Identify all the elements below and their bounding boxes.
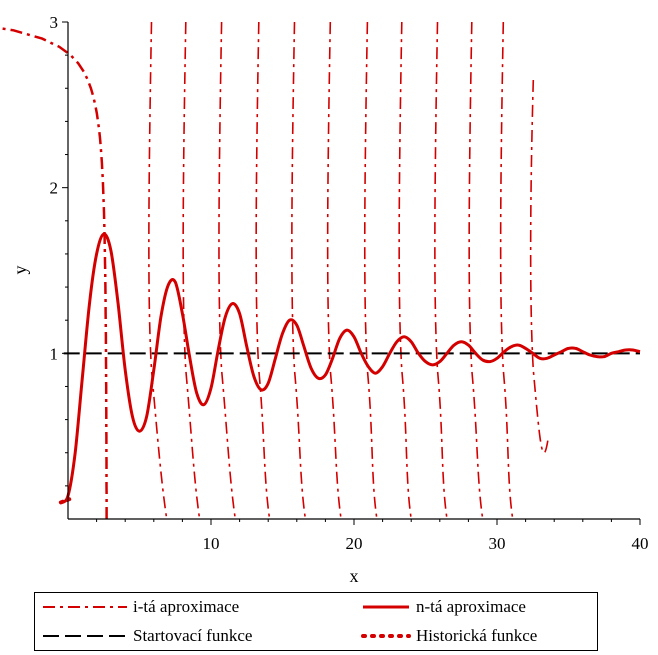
i-approximation-curve-7: [326, 21, 342, 520]
x-tick-label-30: 30: [489, 534, 506, 553]
n-approximation-line: [59, 232, 641, 504]
legend: i-tá aproximace n-tá aproximace Startova…: [34, 592, 598, 651]
y-tick-label-2: 2: [50, 179, 59, 198]
i-approximation-curve-1: [0, 26, 108, 519]
y-tick-label-1: 1: [50, 344, 59, 363]
legend-label-n-approximation: n-tá aproximace: [416, 597, 526, 616]
tick-labels: 10 20 30 40 1 2 3: [50, 13, 649, 553]
legend-label-starting-function: Startovací funkce: [133, 626, 253, 645]
i-approximation-curve-5: [255, 21, 271, 520]
starting-function-line: [58, 352, 640, 505]
i-approximation-curve-3: [182, 21, 201, 520]
x-tick-label-20: 20: [346, 534, 363, 553]
x-tick-label-40: 40: [632, 534, 649, 553]
i-approximation-curve-2: [148, 21, 168, 520]
i-approximation-curve-11: [468, 21, 484, 520]
legend-label-i-approximation: i-tá aproximace: [133, 597, 240, 616]
i-approximation-curve-6: [291, 21, 307, 520]
i-approximation-curve-13: [529, 79, 550, 454]
i-approximation-curve-12: [499, 21, 514, 520]
x-axis-label: x: [350, 566, 359, 586]
x-tick-label-10: 10: [203, 534, 220, 553]
plot-area: 10 20 30 40 1 2 3 x y: [0, 13, 649, 586]
axes: [67, 22, 640, 520]
y-axis-label: y: [10, 266, 30, 275]
n-approximation-curve: [59, 232, 641, 504]
i-approximation-curve-9: [398, 21, 412, 520]
y-tick-label-3: 3: [50, 13, 59, 32]
i-approximation-curve-10: [434, 21, 448, 520]
legend-label-historical-function: Historická funkce: [416, 626, 538, 645]
i-approximation-lines: [0, 21, 550, 520]
i-approximation-curve-4: [218, 21, 237, 520]
i-approximation-curve-8: [363, 21, 378, 520]
